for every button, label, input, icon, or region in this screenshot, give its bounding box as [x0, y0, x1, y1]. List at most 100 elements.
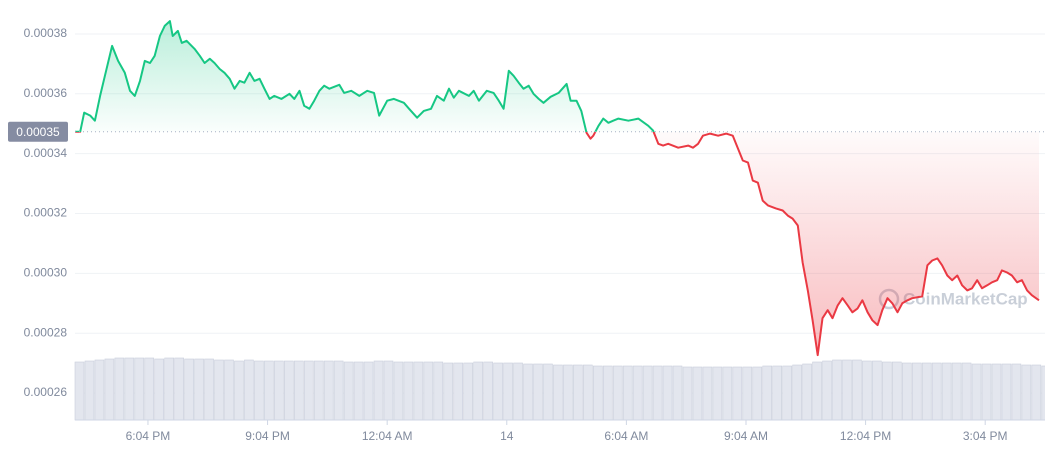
- volume-bar: [363, 361, 374, 421]
- x-tick-label: 12:04 AM: [362, 429, 413, 443]
- volume-bar: [74, 361, 85, 421]
- volume-bar: [124, 357, 135, 421]
- volume-bar: [144, 357, 155, 421]
- volume-bar: [393, 361, 404, 421]
- volume-bar: [921, 362, 932, 421]
- volume-bar: [652, 365, 663, 421]
- volume-bar: [523, 363, 533, 421]
- volume-bar: [852, 359, 862, 421]
- volume-bar: [1001, 363, 1012, 421]
- volume-bar: [463, 362, 474, 421]
- volume-bar: [782, 365, 792, 421]
- volume-bar: [602, 365, 613, 421]
- volume-bar: [104, 358, 115, 421]
- volume-bar: [951, 362, 962, 421]
- volume-bar: [423, 361, 434, 421]
- axes: 0.00026 0.00028 0.00030 0.00032 0.00034 0.000…: [8, 26, 1045, 443]
- volume-bar: [403, 361, 414, 421]
- price-line: [75, 20, 1040, 357]
- volume-bar: [672, 365, 683, 421]
- volume-bar: [842, 359, 852, 421]
- volume-bar: [114, 357, 125, 421]
- volume-bar: [443, 362, 454, 421]
- volume-bar: [353, 361, 364, 421]
- volume-bar: [802, 363, 812, 421]
- volume-bar: [1021, 364, 1032, 421]
- volume-bar: [483, 361, 493, 421]
- volume-bar: [503, 362, 513, 421]
- volume-bar: [632, 365, 643, 421]
- volume-bar: [862, 360, 872, 421]
- volume-bar: [513, 362, 523, 421]
- volume-bar: [274, 360, 284, 421]
- volume-bar: [692, 366, 703, 421]
- volume-bar: [712, 366, 723, 421]
- volume-bar: [892, 361, 902, 421]
- y-tick-label: 0.00032: [24, 206, 68, 220]
- y-tick-label: 0.00028: [24, 325, 68, 339]
- volume-bar: [762, 365, 773, 421]
- volume-bar: [1031, 364, 1042, 421]
- volume-bar: [1041, 365, 1045, 421]
- volume-bar: [901, 362, 912, 421]
- volume-bar: [214, 359, 224, 421]
- volume-bar: [592, 365, 603, 421]
- volume-bar: [882, 361, 892, 421]
- volume-bar: [991, 363, 1002, 421]
- volume-bar: [234, 360, 244, 421]
- volume-bar: [224, 359, 234, 421]
- volume-bar: [174, 357, 184, 421]
- volume-bar: [941, 362, 952, 421]
- volume-bar: [473, 361, 483, 421]
- volume-bar: [732, 366, 743, 421]
- volume-bar: [204, 358, 214, 421]
- volume-bar: [792, 364, 802, 421]
- volume-bar: [822, 360, 832, 421]
- volume-bar: [94, 359, 105, 421]
- volume-bar: [433, 361, 444, 421]
- x-tick-label: 9:04 AM: [724, 429, 768, 443]
- volume-bar: [264, 360, 274, 421]
- area-fill: [75, 21, 1039, 356]
- baseline-label: 0.00035: [16, 125, 60, 139]
- y-tick-label: 0.00030: [24, 266, 68, 280]
- baseline-label-box: [8, 121, 68, 142]
- volume-bar: [583, 364, 593, 421]
- volume-bar: [254, 360, 264, 421]
- volume-bar: [533, 363, 543, 421]
- x-tick-label: 14: [500, 429, 514, 443]
- volume-bar: [413, 361, 424, 421]
- volume-bar: [563, 364, 573, 421]
- volume-bar: [553, 364, 563, 421]
- volume-bar: [383, 360, 394, 421]
- volume-bar: [573, 364, 583, 421]
- volume-bar: [134, 357, 145, 421]
- volume-bar: [662, 365, 673, 421]
- y-tick-label: 0.00038: [24, 26, 68, 40]
- volume-bar: [622, 365, 633, 421]
- volume: [74, 357, 1045, 421]
- volume-bar: [812, 361, 822, 421]
- volume-bar: [154, 358, 165, 421]
- volume-bar: [752, 366, 763, 421]
- volume-bar: [642, 365, 653, 421]
- volume-bar: [284, 360, 294, 421]
- volume-bar: [493, 362, 503, 421]
- volume-bar: [343, 361, 354, 421]
- x-tick-label: 6:04 PM: [126, 429, 171, 443]
- y-tick-label: 0.00026: [24, 385, 68, 399]
- volume-bar: [872, 360, 882, 421]
- volume-bar: [722, 366, 733, 421]
- y-tick-label: 0.00036: [24, 86, 68, 100]
- volume-bar: [931, 362, 942, 421]
- x-tick-label: 9:04 PM: [245, 429, 290, 443]
- volume-bar: [981, 363, 992, 421]
- volume-bar: [702, 366, 713, 421]
- volume-bar: [303, 360, 314, 421]
- x-tick-label: 12:04 PM: [840, 429, 891, 443]
- x-tick-label: 6:04 AM: [604, 429, 648, 443]
- volume-bar: [333, 360, 344, 421]
- volume-bar: [293, 360, 304, 421]
- volume-bar: [1011, 363, 1022, 421]
- x-tick-label: 3:04 PM: [963, 429, 1008, 443]
